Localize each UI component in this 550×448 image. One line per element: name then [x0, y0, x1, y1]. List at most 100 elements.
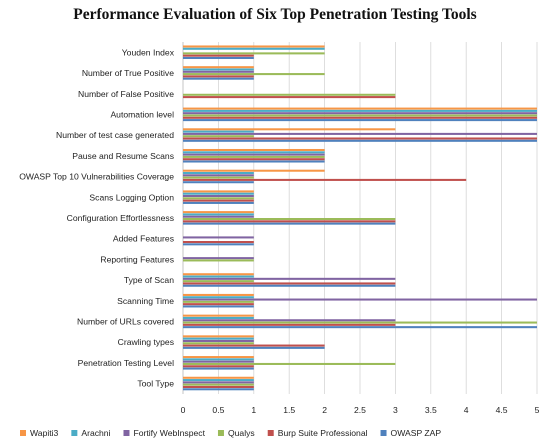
bar-arachni-pause-and-resume-scans: [183, 151, 325, 154]
bar-burp-suite-professional-tool-type: [183, 385, 254, 388]
bar-fortify-webinspect-automation-level: [183, 112, 537, 115]
bar-owasp-zap-crawling-types: [183, 346, 325, 349]
bar-wapiti3-penetration-testing-level: [183, 356, 254, 359]
bar-qualys-number-of-urls-covered: [183, 321, 537, 324]
bar-owasp-zap-automation-level: [183, 119, 537, 122]
bar-arachni-tool-type: [183, 379, 254, 382]
bar-owasp-zap-configuration-effortlessness: [183, 222, 396, 225]
bar-arachni-owasp-top-10-vulnerabilities-coverage: [183, 171, 254, 175]
bar-arachni-crawling-types: [183, 337, 254, 340]
bar-burp-suite-professional-number-of-test-case-generated: [183, 137, 537, 140]
tick-label-3-5: 3.5: [425, 405, 437, 415]
category-label-number-of-true-positive: Number of True Positive: [82, 68, 174, 78]
bar-qualys-crawling-types: [183, 342, 254, 345]
category-label-scans-logging-option: Scans Logging Option: [89, 192, 174, 202]
bar-fortify-webinspect-scanning-time: [183, 298, 537, 301]
bar-fortify-webinspect-tool-type: [183, 381, 254, 384]
legend-swatch-fortify-webinspect: [123, 430, 130, 436]
bar-qualys-penetration-testing-level: [183, 362, 396, 365]
bar-fortify-webinspect-number-of-test-case-generated: [183, 132, 537, 135]
value-axis: 0 0.5 1 1.5 2 2.5 3 3.5 4 4.5 5: [181, 405, 540, 415]
category-label-type-of-scan: Type of Scan: [124, 275, 174, 285]
bar-qualys-type-of-scan: [183, 280, 254, 283]
bar-owasp-zap-number-of-true-positive: [183, 77, 254, 80]
bar-burp-suite-professional-type-of-scan: [183, 282, 396, 285]
bar-burp-suite-professional-added-features: [183, 241, 254, 244]
category-axis: Youden Index Number of True Positive Numbe…: [19, 47, 174, 388]
bar-fortify-webinspect-crawling-types: [183, 339, 254, 342]
category-label-number-of-urls-covered: Number of URLs covered: [77, 317, 174, 327]
category-label-number-of-false-positive: Number of False Positive: [78, 89, 174, 99]
legend-label-fortify-webinspect: Fortify WebInspect: [133, 428, 205, 438]
bar-arachni-type-of-scan: [183, 275, 254, 278]
tick-label-0-5: 0.5: [212, 405, 224, 415]
tick-label-3: 3: [393, 405, 398, 415]
legend-label-owasp-zap: OWASP ZAP: [391, 428, 442, 438]
bar-owasp-zap-scanning-time: [183, 305, 254, 308]
bar-arachni-scanning-time: [183, 296, 254, 299]
bar-owasp-zap-tool-type: [183, 388, 254, 391]
legend-label-qualys: Qualys: [228, 428, 255, 438]
tick-label-5: 5: [535, 405, 540, 415]
bar-burp-suite-professional-pause-and-resume-scans: [183, 158, 325, 161]
bar-wapiti3-crawling-types: [183, 335, 254, 338]
bar-fortify-webinspect-owasp-top-10-vulnerabilities-coverage: [183, 174, 254, 177]
bar-wapiti3-number-of-urls-covered: [183, 314, 254, 317]
category-label-scanning-time: Scanning Time: [117, 296, 174, 306]
bar-wapiti3-number-of-test-case-generated: [183, 128, 396, 131]
bar-burp-suite-professional-configuration-effortlessness: [183, 220, 396, 223]
legend-swatch-owasp-zap: [380, 430, 387, 436]
bar-qualys-number-of-false-positive: [183, 93, 396, 96]
bar-arachni-youden-index: [183, 47, 325, 50]
bar-wapiti3-youden-index: [183, 45, 325, 48]
bar-fortify-webinspect-penetration-testing-level: [183, 360, 254, 363]
legend-swatch-qualys: [217, 430, 224, 436]
tick-label-0: 0: [181, 405, 186, 415]
category-label-youden-index: Youden Index: [122, 47, 175, 57]
bar-wapiti3-scans-logging-option: [183, 190, 254, 193]
bar-burp-suite-professional-penetration-testing-level: [183, 365, 254, 368]
bar-qualys-scans-logging-option: [183, 197, 254, 200]
bar-owasp-zap-penetration-testing-level: [183, 367, 254, 370]
bar-fortify-webinspect-scans-logging-option: [183, 194, 254, 198]
bar-arachni-penetration-testing-level: [183, 358, 254, 361]
bar-owasp-zap-scans-logging-option: [183, 201, 254, 204]
bar-arachni-automation-level: [183, 109, 537, 112]
category-label-added-features: Added Features: [113, 234, 174, 244]
bar-owasp-zap-number-of-urls-covered: [183, 326, 537, 329]
bar-arachni-number-of-urls-covered: [183, 316, 254, 319]
legend-label-wapiti3: Wapiti3: [30, 428, 59, 438]
tick-label-2-5: 2.5: [354, 405, 366, 415]
bar-owasp-zap-type-of-scan: [183, 284, 396, 287]
legend-swatch-burp-suite-professional: [267, 430, 274, 436]
bar-fortify-webinspect-type-of-scan: [183, 277, 396, 280]
category-label-pause-and-resume-scans: Pause and Resume Scans: [72, 151, 174, 161]
bar-wapiti3-tool-type: [183, 376, 254, 379]
bar-qualys-automation-level: [183, 114, 537, 117]
bar-fortify-webinspect-number-of-true-positive: [183, 70, 254, 73]
category-label-owasp-top-10-vulnerabilities-coverage: OWASP Top 10 Vulnerabilities Coverage: [19, 172, 174, 182]
bar-owasp-zap-owasp-top-10-vulnerabilities-coverage: [183, 181, 254, 184]
bar-qualys-pause-and-resume-scans: [183, 155, 325, 158]
bar-qualys-number-of-true-positive: [183, 73, 325, 76]
bar-owasp-zap-number-of-test-case-generated: [183, 139, 537, 142]
bar-qualys-youden-index: [183, 52, 325, 55]
bar-qualys-number-of-test-case-generated: [183, 135, 254, 138]
bar-burp-suite-professional-scans-logging-option: [183, 199, 254, 202]
bar-burp-suite-professional-owasp-top-10-vulnerabilities-coverage: [183, 178, 467, 181]
bar-wapiti3-automation-level: [183, 107, 537, 110]
bar-wapiti3-type-of-scan: [183, 273, 254, 276]
tick-label-1-5: 1.5: [283, 405, 295, 415]
bar-wapiti3-owasp-top-10-vulnerabilities-coverage: [183, 169, 325, 172]
category-label-crawling-types: Crawling types: [118, 337, 174, 347]
bar-fortify-webinspect-added-features: [183, 236, 254, 239]
bar-fortify-webinspect-configuration-effortlessness: [183, 215, 254, 218]
bar-qualys-scanning-time: [183, 300, 254, 303]
tick-label-1: 1: [251, 405, 256, 415]
tick-label-4: 4: [464, 405, 469, 415]
chart-title: Performance Evaluation of Six Top Penetr…: [73, 6, 476, 23]
bar-arachni-scans-logging-option: [183, 192, 254, 195]
bar-qualys-tool-type: [183, 383, 254, 386]
bars-layer: [183, 45, 537, 391]
legend-label-arachni: Arachni: [81, 428, 110, 438]
